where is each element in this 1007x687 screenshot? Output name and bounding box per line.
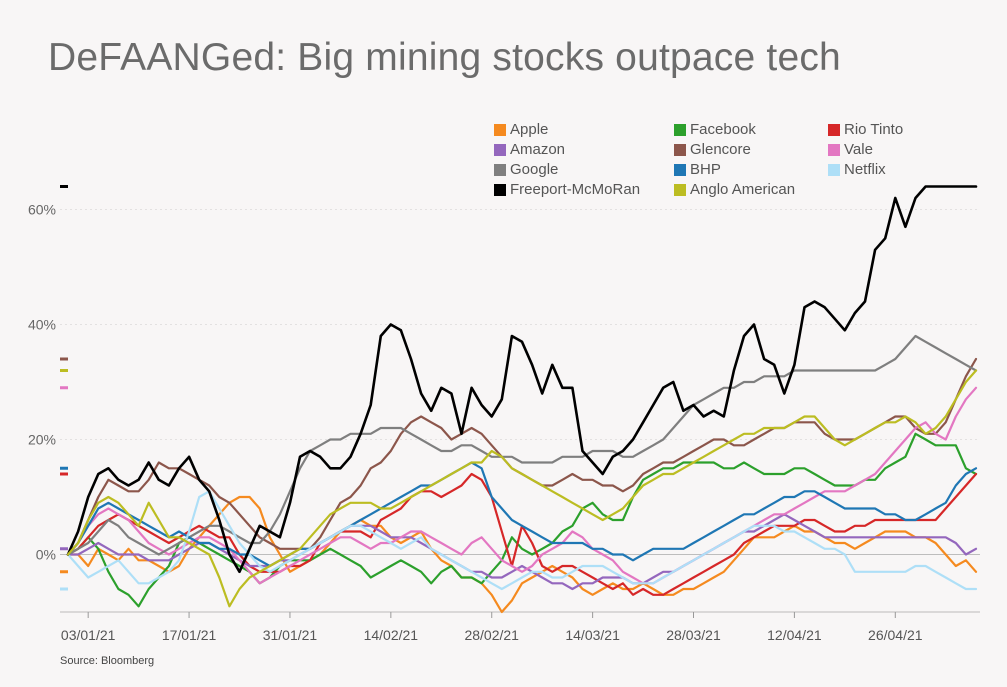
x-axis: 03/01/21 17/01/21 31/01/21 14/02/21 28/02/21… bbox=[60, 611, 980, 643]
series-line-google bbox=[66, 334, 978, 556]
x-tick-label: 28/02/21 bbox=[464, 627, 519, 643]
legend-item: Rio Tinto bbox=[828, 121, 903, 138]
x-tick-label: 17/01/21 bbox=[162, 627, 217, 643]
x-tick-label: 28/03/21 bbox=[666, 627, 721, 643]
gridlines bbox=[60, 209, 980, 555]
series-line-bhp bbox=[66, 461, 978, 568]
legend-label: Freeport-McMoRan bbox=[510, 181, 641, 198]
legend-label: Amazon bbox=[510, 141, 566, 158]
legend-swatch bbox=[674, 183, 686, 196]
x-tick-label: 31/01/21 bbox=[263, 627, 318, 643]
legend-swatch bbox=[674, 143, 686, 156]
x-tick-label: 14/02/21 bbox=[364, 627, 419, 643]
chart-title: DeFAANGed: Big mining stocks outpace tec… bbox=[48, 36, 841, 79]
x-tick-label: 12/04/21 bbox=[767, 627, 822, 643]
legend-label: Google bbox=[510, 161, 559, 178]
legend-swatch bbox=[494, 123, 506, 136]
series-line-netflix bbox=[66, 490, 978, 591]
legend-label: Glencore bbox=[690, 141, 751, 158]
y-tick-label: 60% bbox=[28, 202, 56, 218]
source-note: Source: Bloomberg bbox=[60, 655, 155, 667]
legend-item: BHP bbox=[674, 161, 721, 178]
legend-swatch bbox=[674, 123, 686, 136]
series-line-freeport-mcmoran bbox=[66, 185, 978, 574]
legend-label: Anglo American bbox=[690, 181, 796, 198]
legend-label: Apple bbox=[510, 121, 549, 138]
legend-swatch bbox=[828, 143, 840, 156]
series-lines bbox=[66, 185, 978, 614]
end-value-markers bbox=[60, 185, 68, 591]
series-line-anglo-american bbox=[66, 369, 978, 608]
legend-item: Amazon bbox=[494, 141, 565, 158]
legend-item: Netflix bbox=[828, 161, 886, 178]
legend-item: Apple bbox=[494, 121, 548, 138]
legend-label: Vale bbox=[844, 141, 873, 158]
legend-swatch bbox=[494, 143, 506, 156]
series-line-facebook bbox=[66, 432, 978, 608]
legend-swatch bbox=[828, 123, 840, 136]
x-tick-label: 14/03/21 bbox=[565, 627, 620, 643]
legend-swatch bbox=[494, 163, 506, 176]
legend-item: Google bbox=[494, 161, 558, 178]
x-tick-label: 03/01/21 bbox=[61, 627, 116, 643]
legend-swatch bbox=[828, 163, 840, 176]
legend-item: Freeport-McMoRan bbox=[494, 181, 640, 198]
y-tick-label: 0% bbox=[36, 547, 56, 563]
legend-item: Anglo American bbox=[674, 181, 795, 198]
legend-item: Facebook bbox=[674, 121, 756, 138]
legend-swatch bbox=[674, 163, 686, 176]
series-line-vale bbox=[66, 386, 978, 585]
x-tick-label: 26/04/21 bbox=[868, 627, 923, 643]
legend-label: BHP bbox=[690, 161, 721, 178]
y-tick-label: 40% bbox=[28, 317, 56, 333]
y-axis: 0% 20% 40% 60% bbox=[28, 202, 56, 563]
y-tick-label: 20% bbox=[28, 432, 56, 448]
legend-item: Glencore bbox=[674, 141, 751, 158]
legend-label: Netflix bbox=[844, 161, 886, 178]
legend-swatch bbox=[494, 183, 506, 196]
legend-label: Facebook bbox=[690, 121, 756, 138]
legend-item: Vale bbox=[828, 141, 873, 158]
legend-label: Rio Tinto bbox=[844, 121, 904, 138]
